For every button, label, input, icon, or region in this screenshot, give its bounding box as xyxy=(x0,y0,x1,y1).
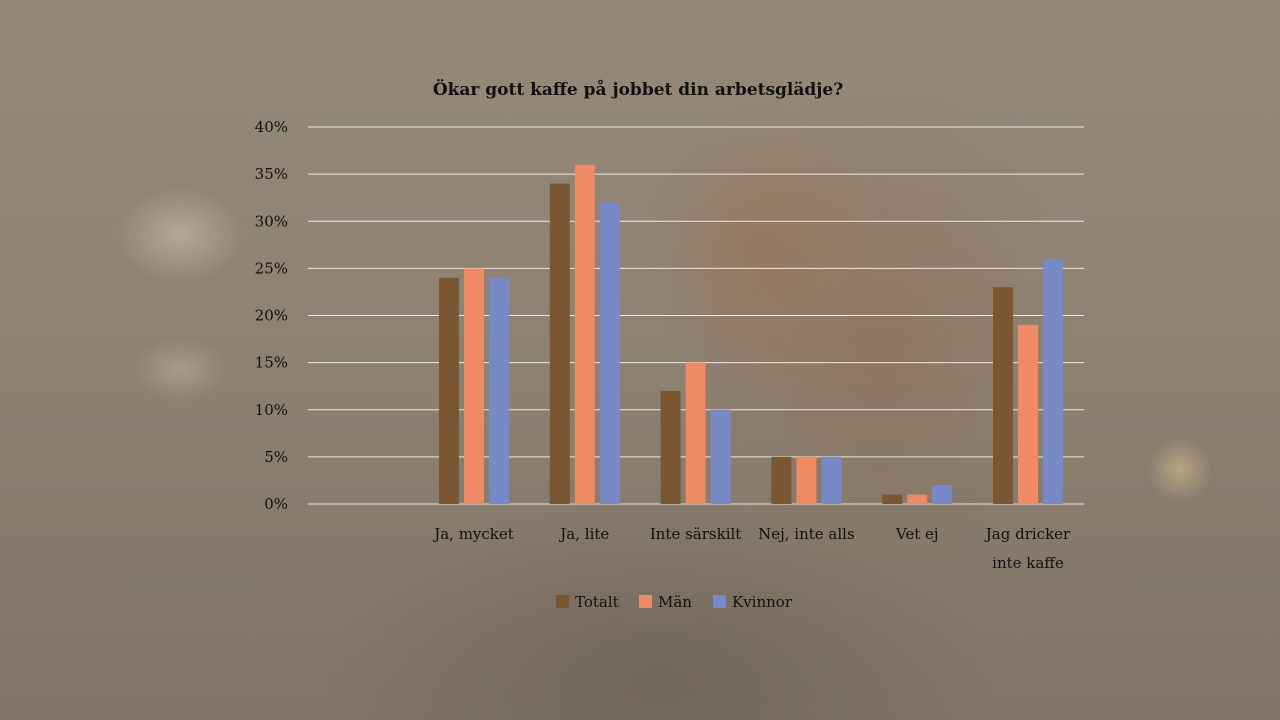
x-tick-label: Inte särskilt xyxy=(650,525,741,543)
legend-label: Totalt xyxy=(575,593,619,611)
x-tick-label: inte kaffe xyxy=(992,554,1064,572)
legend-swatch xyxy=(713,595,726,608)
y-tick-label: 30% xyxy=(255,212,288,230)
y-tick-label: 40% xyxy=(255,118,288,136)
y-tick-label: 20% xyxy=(255,307,288,325)
y-tick-label: 35% xyxy=(255,165,288,183)
bar xyxy=(932,485,953,504)
y-tick-label: 25% xyxy=(255,259,288,277)
y-tick-label: 0% xyxy=(264,495,288,513)
x-tick-label: Ja, mycket xyxy=(432,525,514,543)
legend-label: Män xyxy=(658,593,692,611)
bar xyxy=(710,409,731,504)
bar xyxy=(1018,324,1038,504)
bar xyxy=(599,202,620,504)
legend-swatch xyxy=(639,595,652,608)
bar xyxy=(489,277,509,504)
legend-label: Kvinnor xyxy=(732,593,793,611)
bar xyxy=(464,268,484,504)
y-tick-label: 10% xyxy=(255,401,288,419)
x-axis-labels: Ja, mycket Ja, lite Inte särskilt Nej, inte… xyxy=(432,525,1071,572)
legend: Totalt Män Kvinnor xyxy=(556,593,793,611)
bar xyxy=(993,287,1013,504)
bars xyxy=(439,164,1063,505)
x-tick-label: Jag dricker xyxy=(984,525,1071,543)
bar xyxy=(882,494,903,504)
bar xyxy=(439,277,459,504)
legend-swatch xyxy=(556,595,569,608)
bar xyxy=(771,456,792,504)
bar xyxy=(796,456,817,504)
x-tick-label: Vet ej xyxy=(895,525,939,543)
x-tick-label: Ja, lite xyxy=(558,525,609,543)
bar xyxy=(574,164,595,504)
y-axis-ticks: 0% 5% 10% 15% 20% 25% 30% 35% 40% xyxy=(255,118,288,513)
chart-title: Ökar gott kaffe på jobbet din arbetsgläd… xyxy=(433,79,843,100)
bar xyxy=(907,494,928,504)
bar xyxy=(660,390,681,504)
bar xyxy=(1043,258,1063,504)
bar xyxy=(821,456,842,504)
bar xyxy=(685,362,706,504)
y-tick-label: 15% xyxy=(255,354,288,372)
x-tick-label: Nej, inte alls xyxy=(758,525,855,543)
y-tick-label: 5% xyxy=(264,448,288,466)
bar xyxy=(549,183,570,505)
